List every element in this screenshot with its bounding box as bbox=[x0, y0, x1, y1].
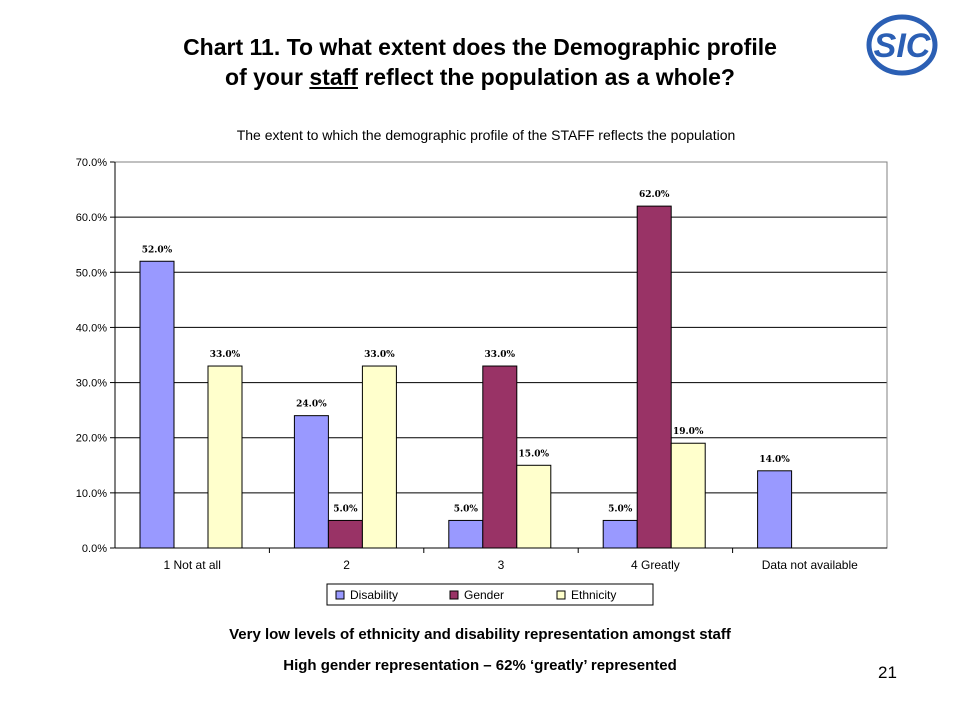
bar-ethnicity bbox=[516, 464, 552, 549]
legend-label-gender: Gender bbox=[464, 588, 504, 602]
bar-ethnicity bbox=[670, 442, 706, 549]
data-label: 33.0% bbox=[210, 350, 241, 360]
slide-title-line1: Chart 11. To what extent does the Demogr… bbox=[183, 34, 777, 60]
data-label: 33.0% bbox=[485, 350, 516, 360]
x-tick-label: 1 Not at all bbox=[164, 558, 221, 572]
y-tick-label: 0.0% bbox=[82, 543, 107, 555]
bar-disability bbox=[293, 415, 329, 549]
x-tick-label: Data not available bbox=[762, 558, 858, 572]
legend-swatch-disability bbox=[335, 590, 345, 600]
sic-logo: SIC bbox=[866, 14, 938, 76]
logo-lettering: SIC bbox=[874, 27, 931, 65]
data-label: 52.0% bbox=[142, 245, 173, 255]
caption-gender: High gender representation – 62% ‘greatl… bbox=[283, 657, 677, 674]
slide-title-line2: of your staff reflect the population as … bbox=[60, 62, 900, 92]
bar-disability bbox=[448, 519, 484, 549]
y-tick-label: 50.0% bbox=[76, 267, 107, 279]
title-line2-pre: of your bbox=[225, 64, 310, 90]
data-label: 19.0% bbox=[673, 427, 704, 437]
y-tick-label: 10.0% bbox=[76, 488, 107, 500]
data-label: 33.0% bbox=[364, 350, 395, 360]
legend-label-ethnicity: Ethnicity bbox=[571, 588, 616, 602]
legend-label-disability: Disability bbox=[350, 588, 398, 602]
chart-title: The extent to which the demographic prof… bbox=[237, 127, 736, 143]
legend bbox=[326, 583, 654, 606]
y-tick-label: 70.0% bbox=[76, 157, 107, 169]
y-tick-label: 60.0% bbox=[76, 212, 107, 224]
y-tick-label: 30.0% bbox=[76, 378, 107, 390]
bar-ethnicity bbox=[207, 365, 243, 549]
page-number: 21 bbox=[878, 663, 897, 682]
bar-disability bbox=[602, 519, 638, 549]
data-label: 5.0% bbox=[608, 504, 633, 514]
data-label: 5.0% bbox=[454, 504, 479, 514]
y-tick-label: 40.0% bbox=[76, 322, 107, 334]
bar-disability bbox=[757, 470, 793, 549]
bar-gender bbox=[636, 205, 672, 549]
title-line2-post: reflect the population as a whole? bbox=[357, 64, 735, 90]
legend-swatch-ethnicity bbox=[556, 590, 566, 600]
data-label: 62.0% bbox=[639, 190, 670, 200]
data-label: 24.0% bbox=[296, 400, 327, 410]
data-label: 5.0% bbox=[333, 504, 358, 514]
bar-ethnicity bbox=[361, 365, 397, 549]
y-tick-label: 20.0% bbox=[76, 433, 107, 445]
x-tick-label: 4 Greatly bbox=[631, 558, 680, 572]
data-label: 14.0% bbox=[759, 455, 790, 465]
title-line2-underlined: staff bbox=[309, 64, 358, 90]
bar-gender bbox=[327, 519, 363, 549]
logo-ring bbox=[866, 14, 938, 76]
bar-gender bbox=[482, 365, 518, 549]
bar-disability bbox=[139, 260, 175, 549]
data-label: 15.0% bbox=[519, 449, 550, 459]
slide-title: Chart 11. To what extent does the Demogr… bbox=[60, 32, 900, 92]
x-tick-label: 3 bbox=[498, 558, 505, 572]
x-tick-label: 2 bbox=[343, 558, 350, 572]
legend-swatch-gender bbox=[449, 590, 459, 600]
caption-ethnicity-disability: Very low levels of ethnicity and disabil… bbox=[229, 626, 731, 643]
